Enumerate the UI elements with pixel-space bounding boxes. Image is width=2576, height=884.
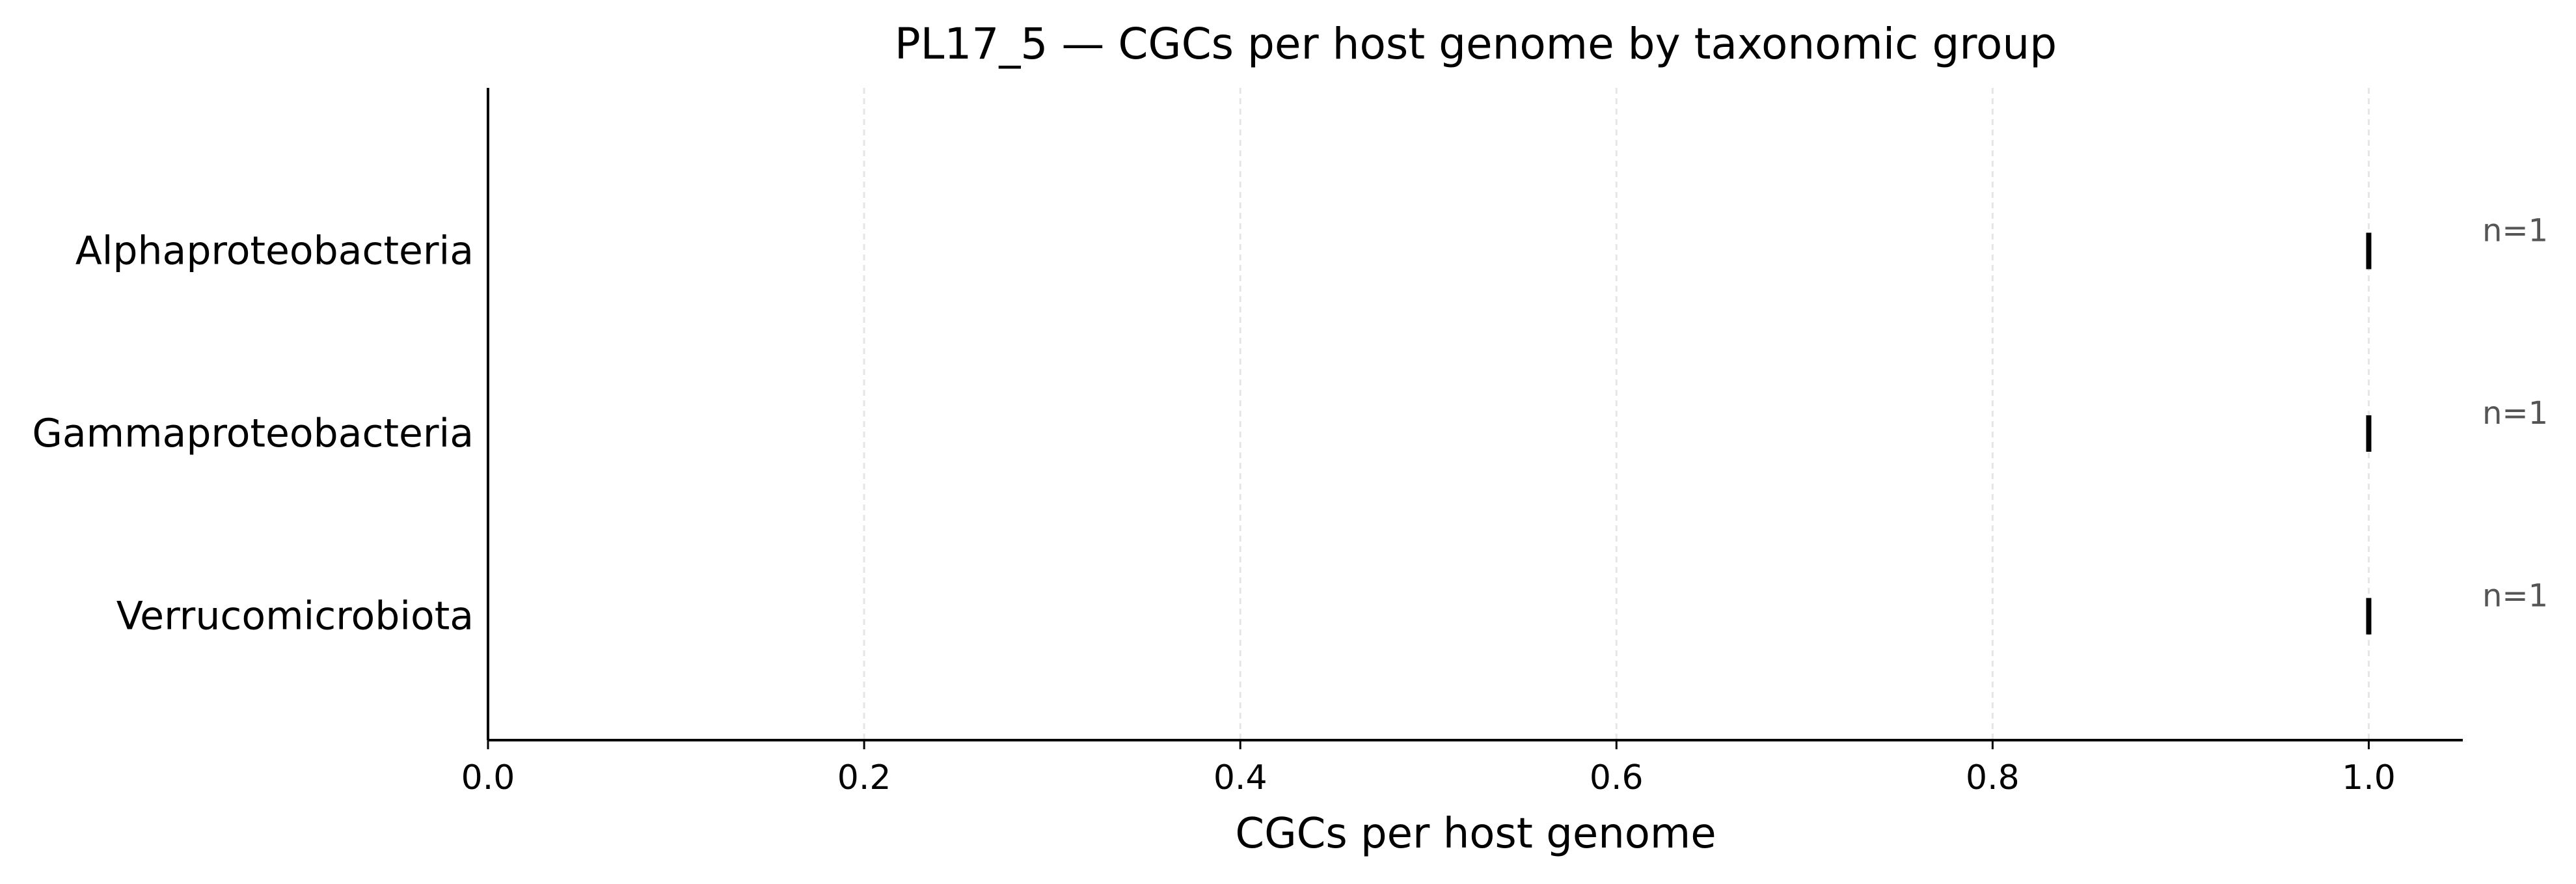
x-tick-label: 0.8	[1966, 758, 2020, 797]
x-ticks: 0.0 0.2 0.4 0.6 0.8 1.0	[461, 740, 2396, 797]
x-tick-label: 0.6	[1590, 758, 1644, 797]
n-label: n=1	[2482, 213, 2548, 249]
n-label: n=1	[2482, 395, 2548, 432]
x-tick-label: 1.0	[2342, 758, 2396, 797]
n-label: n=1	[2482, 578, 2548, 615]
x-tick-label: 0.0	[461, 758, 515, 797]
x-axis-label: CGCs per host genome	[1235, 810, 1716, 858]
n-labels: n=1 n=1 n=1	[2482, 213, 2548, 615]
x-tick-label: 0.2	[837, 758, 891, 797]
axes	[487, 88, 2463, 741]
category-labels: Alphaproteobacteria Gammaproteobacteria Ve…	[32, 228, 474, 639]
category-label: Alphaproteobacteria	[75, 228, 474, 274]
x-tick-label: 0.4	[1213, 758, 1268, 797]
category-label: Gammaproteobacteria	[32, 411, 474, 456]
chart-title: PL17_5 — CGCs per host genome by taxonom…	[895, 19, 2057, 69]
category-label: Verrucomicrobiota	[116, 594, 474, 639]
grid-lines	[863, 88, 2370, 740]
